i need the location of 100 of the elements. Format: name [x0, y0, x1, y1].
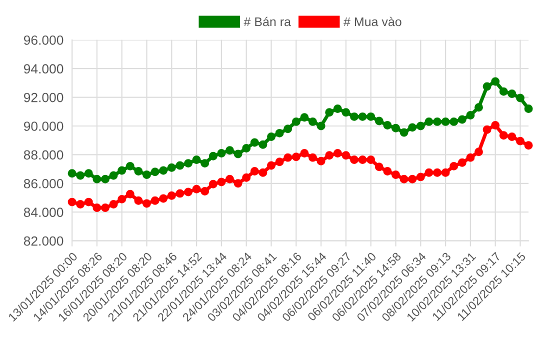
point — [316, 156, 326, 166]
point — [366, 155, 376, 164]
point — [250, 138, 259, 147]
point — [208, 152, 218, 160]
point — [416, 122, 425, 130]
point — [350, 112, 358, 121]
point — [482, 82, 492, 91]
point — [234, 179, 242, 188]
point — [167, 191, 176, 200]
point — [159, 166, 168, 175]
point — [499, 87, 508, 96]
legend-label: # Mua vào — [344, 16, 402, 26]
point — [176, 189, 184, 198]
point — [250, 166, 259, 176]
point — [300, 149, 309, 158]
point — [424, 168, 434, 177]
point — [392, 170, 400, 180]
point — [516, 94, 524, 102]
point — [76, 200, 85, 208]
point — [482, 125, 492, 134]
point — [524, 104, 533, 114]
point — [458, 158, 466, 167]
point — [284, 153, 292, 162]
point — [84, 169, 93, 178]
point — [458, 115, 466, 124]
point — [167, 163, 176, 172]
point — [366, 112, 376, 121]
point — [392, 124, 400, 132]
point — [176, 161, 184, 170]
point — [450, 117, 458, 126]
point — [76, 171, 85, 180]
point — [292, 152, 300, 162]
y-tick-label: 92.000 — [24, 92, 64, 102]
point — [383, 121, 392, 130]
point — [118, 166, 126, 175]
point — [101, 204, 110, 212]
point — [192, 155, 201, 164]
point — [242, 144, 251, 152]
point — [325, 151, 334, 160]
point — [192, 184, 201, 194]
point — [342, 108, 350, 117]
y-tick-label: 90.000 — [24, 122, 64, 131]
point — [524, 141, 533, 150]
point — [466, 153, 475, 162]
point — [208, 180, 218, 188]
point — [126, 162, 134, 170]
point — [267, 161, 276, 170]
point — [126, 190, 134, 198]
point — [159, 194, 168, 203]
point — [142, 170, 151, 180]
point — [491, 121, 500, 130]
point — [267, 132, 276, 141]
point — [275, 128, 284, 138]
point — [508, 132, 516, 141]
point — [316, 122, 326, 130]
point — [184, 188, 192, 196]
point — [292, 117, 300, 126]
point — [308, 117, 317, 126]
point — [300, 113, 309, 122]
point — [134, 196, 143, 205]
point — [474, 148, 483, 156]
point — [258, 168, 268, 177]
point — [408, 123, 417, 132]
y-tick-label: 82.000 — [24, 236, 64, 246]
point — [234, 150, 242, 158]
y-tick-label: 88.000 — [24, 150, 64, 160]
point — [242, 173, 251, 182]
point — [416, 172, 425, 182]
y-tick-label: 86.000 — [24, 178, 64, 188]
point — [84, 198, 93, 206]
point — [424, 117, 434, 126]
point — [333, 104, 342, 114]
point — [383, 166, 392, 176]
point — [325, 108, 334, 117]
point — [142, 199, 151, 208]
point — [433, 117, 442, 126]
point — [450, 162, 458, 170]
point — [217, 178, 226, 186]
point — [68, 169, 76, 178]
point — [200, 187, 210, 196]
point — [474, 103, 483, 112]
point — [150, 196, 160, 205]
point — [358, 112, 367, 121]
point — [275, 158, 284, 166]
point — [499, 131, 508, 140]
point — [408, 174, 417, 184]
point — [350, 155, 358, 164]
point — [508, 89, 516, 98]
point — [516, 136, 524, 146]
y-tick-label: 94.000 — [24, 64, 64, 74]
point — [109, 171, 118, 180]
point — [400, 128, 408, 137]
point — [150, 168, 160, 176]
point — [101, 174, 110, 184]
point — [358, 155, 367, 164]
point — [441, 117, 450, 126]
point — [217, 149, 226, 158]
legend-label: # Bán ra — [244, 16, 291, 26]
point — [226, 146, 234, 155]
point — [374, 116, 384, 126]
